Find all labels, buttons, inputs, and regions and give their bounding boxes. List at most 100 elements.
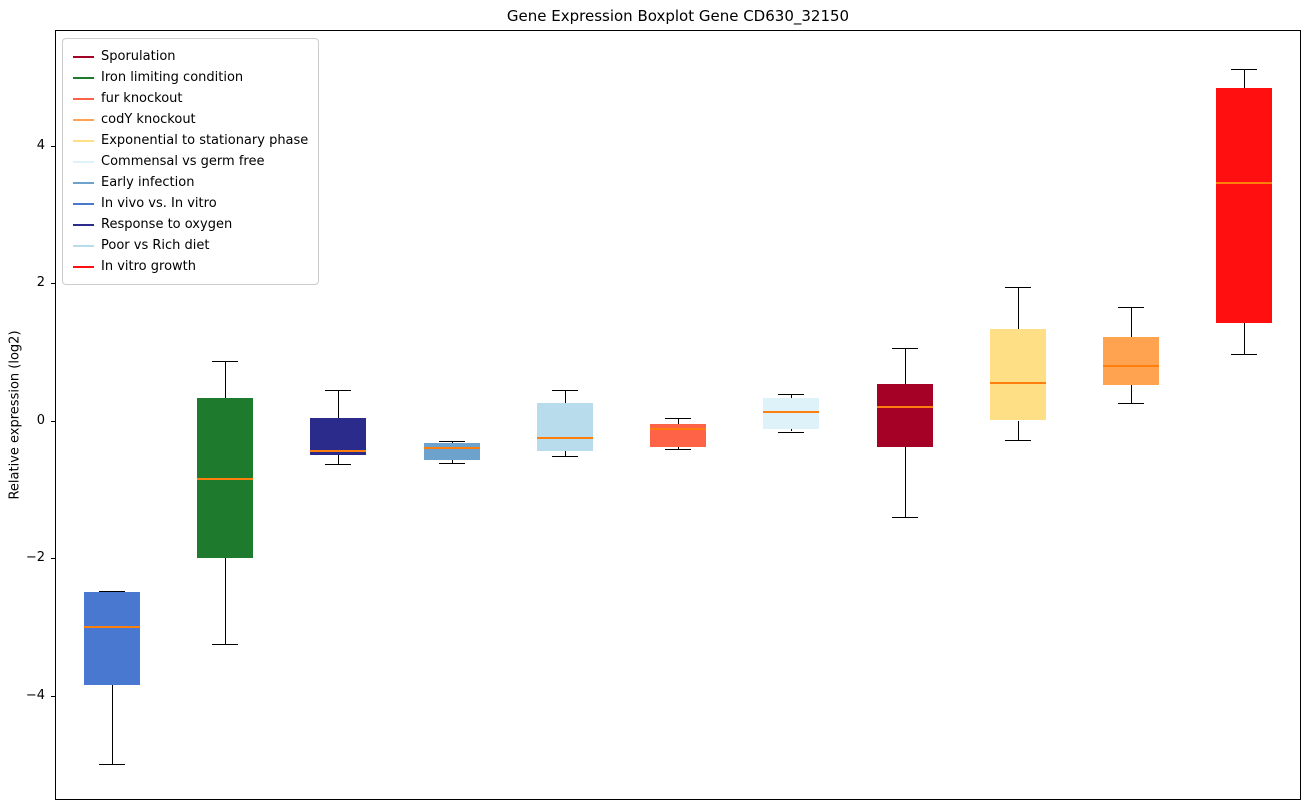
whisker-low <box>791 429 793 432</box>
whisker-cap-low <box>98 764 125 766</box>
whisker-high <box>564 389 566 404</box>
legend-item: In vivo vs. In vitro <box>73 193 308 214</box>
legend-label: fur knockout <box>101 91 183 106</box>
whisker-cap-low <box>665 448 691 450</box>
whisker-cap-high <box>778 393 805 395</box>
legend-color-line <box>73 244 94 247</box>
whisker-cap-low <box>1118 402 1145 404</box>
median-line <box>650 428 706 431</box>
median-line <box>536 436 593 439</box>
legend: Sporulation Iron limiting condition fur kn… <box>62 38 320 285</box>
whisker-cap-low <box>551 456 578 458</box>
legend-color-line <box>73 118 94 121</box>
y-tick-mark <box>51 420 55 422</box>
legend-color-line <box>73 97 94 100</box>
legend-item: Sporulation <box>73 46 308 67</box>
whisker-high <box>1017 287 1019 329</box>
whisker-high <box>904 348 906 385</box>
legend-item: Commensal vs germ free <box>73 151 308 172</box>
boxplot-box <box>1216 87 1273 323</box>
whisker-low <box>224 558 226 644</box>
whisker-high <box>224 360 226 398</box>
legend-item: Poor vs Rich diet <box>73 235 308 256</box>
legend-label: In vivo vs. In vitro <box>101 196 217 211</box>
median-line <box>1103 364 1160 367</box>
whisker-low <box>451 459 453 464</box>
boxplot-box <box>536 403 593 452</box>
legend-label: Iron limiting condition <box>101 70 244 85</box>
legend-color-line <box>73 160 94 163</box>
whisker-high <box>1131 307 1133 338</box>
whisker-cap-high <box>551 389 578 391</box>
whisker-cap-high <box>1118 307 1145 309</box>
legend-color-line <box>73 181 94 184</box>
whisker-low <box>338 454 340 464</box>
whisker-cap-high <box>98 591 125 592</box>
legend-color-line <box>73 139 94 142</box>
boxplot-box <box>876 384 933 448</box>
whisker-cap-high <box>325 390 352 392</box>
whisker-low <box>678 446 679 449</box>
legend-label: codY knockout <box>101 112 196 127</box>
whisker-cap-low <box>778 431 805 433</box>
whisker-high <box>678 417 679 424</box>
legend-item: Exponential to stationary phase <box>73 130 308 151</box>
median-line <box>423 447 480 449</box>
chart-title: Gene Expression Boxplot Gene CD630_32150 <box>506 7 850 25</box>
whisker-cap-low <box>438 463 465 465</box>
whisker-high <box>338 390 340 419</box>
whisker-cap-high <box>211 360 238 362</box>
legend-color-line <box>73 265 94 268</box>
median-line <box>83 625 140 628</box>
boxplot-box <box>310 418 367 455</box>
legend-item: Response to oxygen <box>73 214 308 235</box>
legend-color-line <box>73 76 94 79</box>
legend-item: Iron limiting condition <box>73 67 308 88</box>
whisker-low <box>904 447 906 517</box>
boxplot-box <box>650 423 706 447</box>
y-tick-mark <box>51 695 55 697</box>
median-line <box>310 450 367 453</box>
whisker-low <box>111 685 113 765</box>
legend-label: Commensal vs germ free <box>101 154 265 169</box>
y-tick-mark <box>51 558 55 559</box>
y-tick-label: −2 <box>25 550 45 565</box>
legend-label: Exponential to stationary phase <box>101 133 309 148</box>
whisker-high <box>1244 68 1246 88</box>
legend-item: In vitro growth <box>73 256 308 277</box>
y-tick-label: 0 <box>36 412 45 428</box>
whisker-cap-high <box>1004 287 1031 289</box>
median-line <box>876 405 933 408</box>
legend-label: Early infection <box>101 175 195 190</box>
legend-color-line <box>73 55 94 58</box>
whisker-low <box>1131 385 1133 403</box>
legend-label: Sporulation <box>101 49 176 64</box>
median-line <box>989 381 1046 384</box>
legend-item: codY knockout <box>73 109 308 130</box>
whisker-cap-low <box>211 643 238 645</box>
whisker-cap-high <box>438 441 465 443</box>
whisker-cap-high <box>665 417 691 419</box>
y-tick-mark <box>51 283 55 284</box>
y-tick-label: −4 <box>25 687 45 703</box>
y-tick-mark <box>51 145 55 147</box>
whisker-low <box>1017 420 1019 441</box>
whisker-cap-low <box>1231 353 1258 355</box>
legend-item: Early infection <box>73 172 308 193</box>
y-tick-label: 4 <box>36 137 45 153</box>
boxplot-box <box>763 397 820 430</box>
legend-color-line <box>73 223 94 226</box>
legend-label: Poor vs Rich diet <box>101 238 210 253</box>
whisker-cap-high <box>891 348 918 350</box>
whisker-cap-low <box>891 516 918 518</box>
whisker-cap-low <box>1004 440 1031 442</box>
median-line <box>1216 182 1273 185</box>
whisker-low <box>564 451 566 457</box>
median-line <box>763 410 820 413</box>
y-tick-label: 2 <box>36 275 45 290</box>
whisker-low <box>1244 322 1246 354</box>
boxplot-box <box>423 443 480 460</box>
median-line <box>196 477 253 480</box>
legend-label: Response to oxygen <box>101 217 233 232</box>
